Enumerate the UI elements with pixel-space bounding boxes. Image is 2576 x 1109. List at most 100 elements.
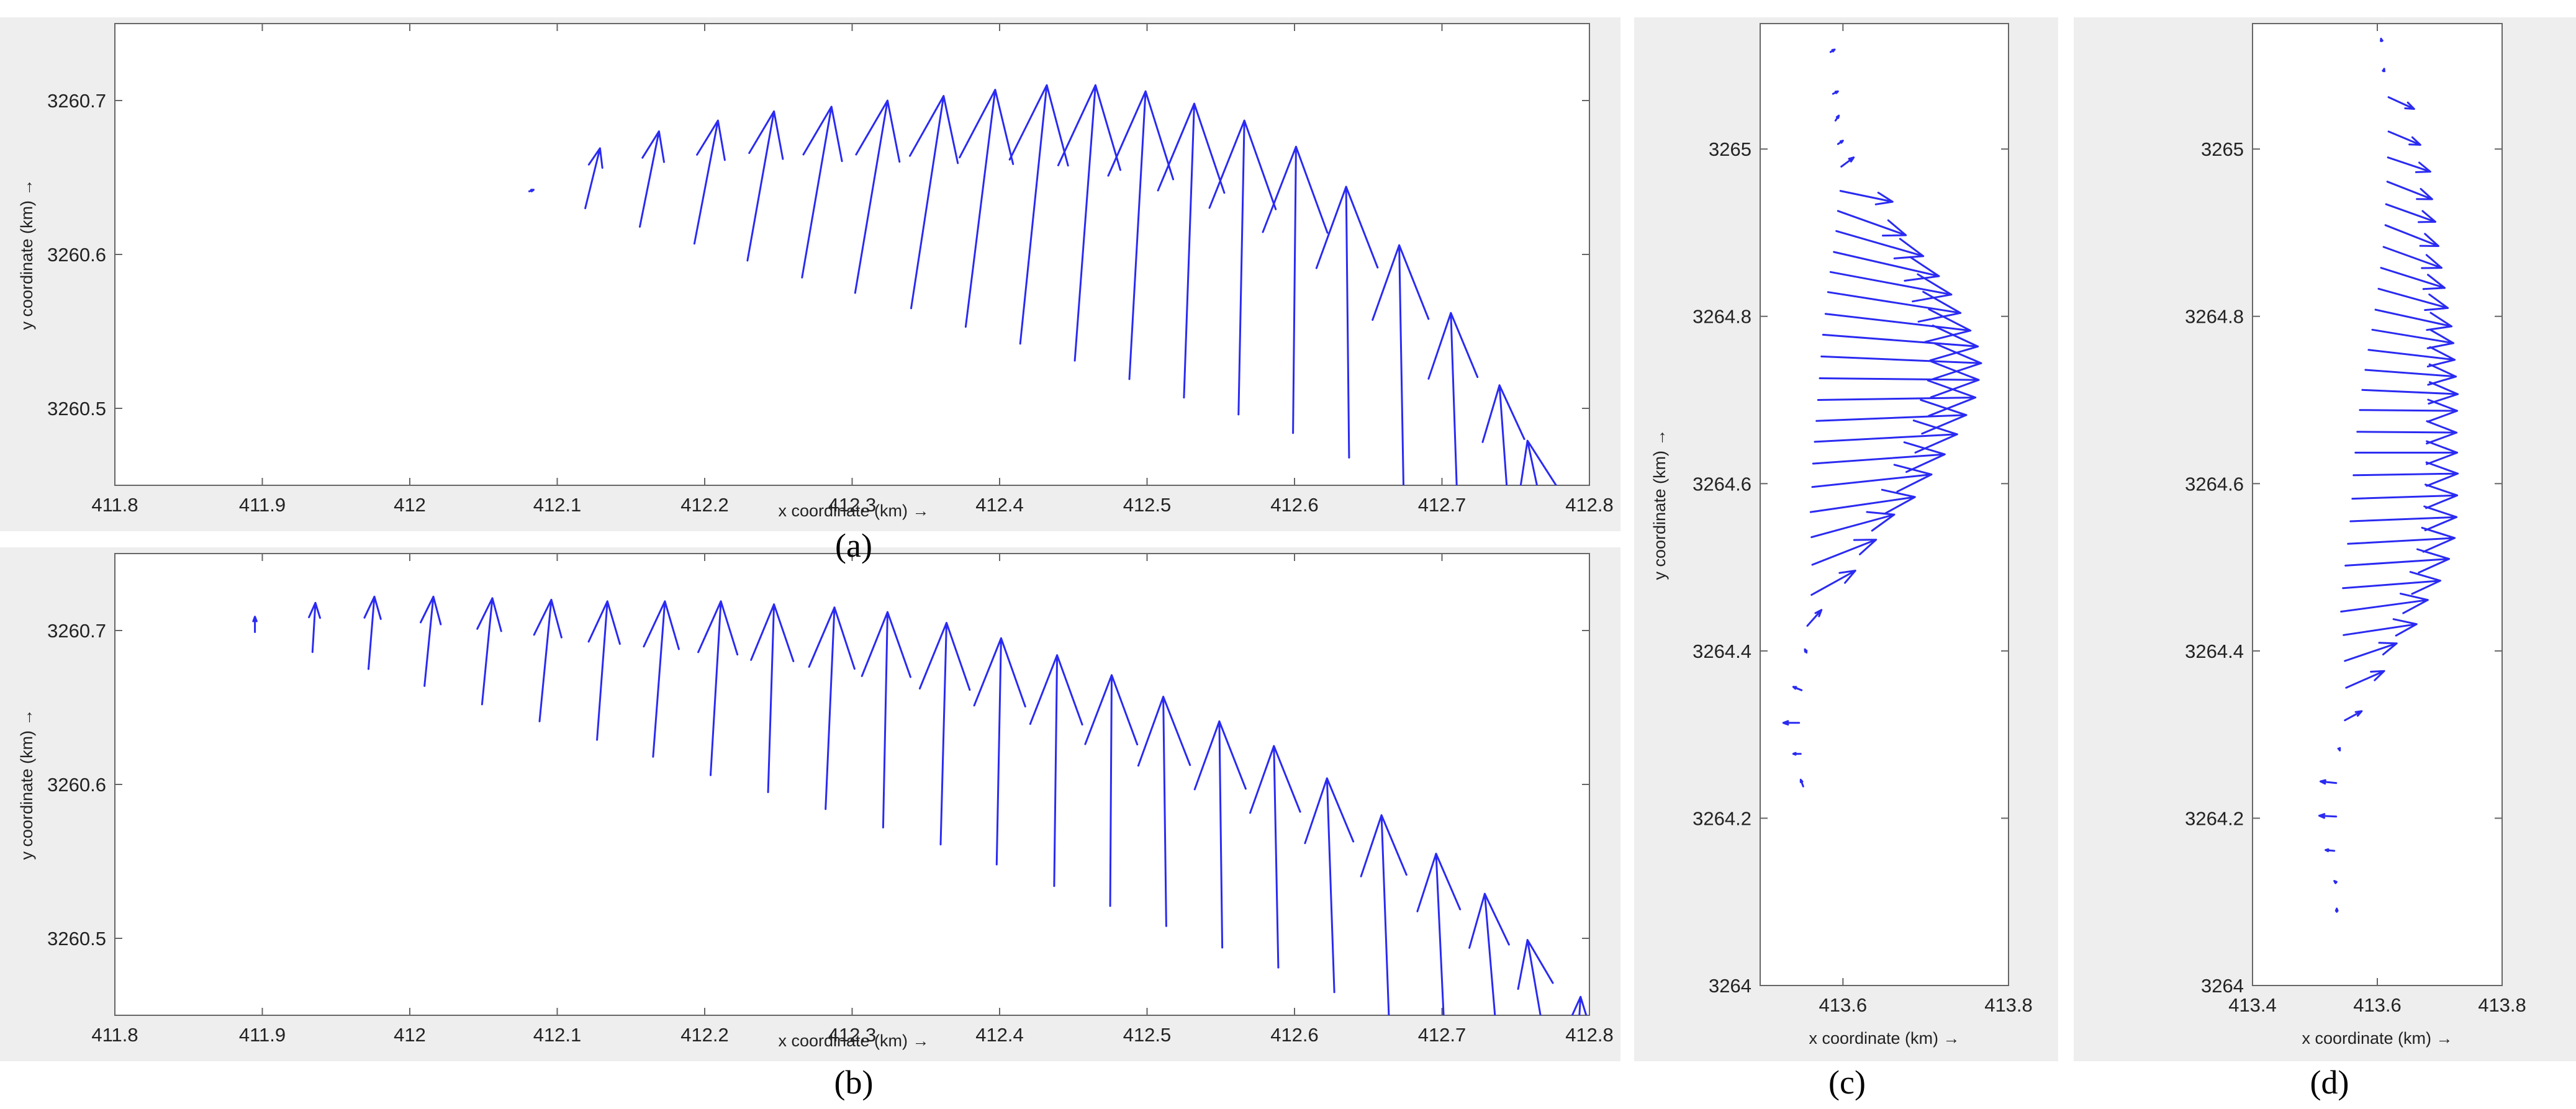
quiver-arrow: [2387, 130, 2421, 146]
quiver-arrow: [1806, 609, 1823, 627]
quiver-arrow: [1262, 145, 1329, 434]
quiver-arrow: [2347, 526, 2456, 553]
quiver-arrow: [808, 606, 856, 810]
quiver-arrow: [1571, 995, 1588, 1015]
y-tick-label: 3265: [1709, 138, 1751, 160]
quiver-arrow: [1057, 84, 1121, 362]
quiver-arrow: [1481, 384, 1525, 485]
quiver-arrow: [1157, 102, 1226, 399]
quiver-arrow: [2325, 848, 2336, 853]
quiver-arrow: [2356, 420, 2458, 445]
quiver-arrows-b: [252, 595, 1588, 1015]
panel-label-b: (b): [834, 1064, 874, 1101]
panel-label-c: (c): [1828, 1064, 1866, 1101]
quiver-arrow: [1517, 939, 1554, 1015]
quiver-arrow: [1372, 244, 1430, 485]
quiver-arrow: [2385, 203, 2436, 223]
quiver-arrow: [2351, 483, 2459, 510]
x-tick-label: 412.4: [975, 494, 1024, 516]
quiver-arrow: [1815, 398, 1968, 435]
quiver-arrow: [2367, 346, 2456, 368]
quiver-arrow: [2377, 287, 2449, 312]
y-tick-label: 3260.6: [47, 774, 106, 796]
quiver-arrow: [1811, 464, 1933, 493]
quiver-arrow: [2380, 267, 2446, 290]
quiver-arrow: [2371, 328, 2455, 349]
x-tick-label: 412.2: [680, 494, 729, 516]
quiver-arrow: [1008, 84, 1069, 345]
quiver-arrow: [2340, 593, 2429, 614]
quiver-arrow: [959, 89, 1015, 328]
y-tick-label: 3264.8: [1692, 306, 1751, 328]
x-axis-label: x coordinate (km) →: [1809, 1029, 1959, 1048]
quiver-arrow: [1799, 778, 1804, 788]
quiver-arrow: [2374, 308, 2453, 331]
quiver-arrow: [1834, 114, 1840, 122]
x-tick-label: 412.7: [1418, 1024, 1467, 1046]
y-tick-label: 3260.7: [47, 90, 106, 112]
quiver-arrow: [1819, 361, 1980, 398]
quiver-arrow: [643, 600, 680, 758]
quiver-arrow: [1833, 251, 1940, 282]
x-tick-label: 412.3: [828, 1024, 877, 1046]
quiver-arrow: [2345, 670, 2385, 689]
quiver-arrow: [1137, 696, 1191, 927]
quiver-arrow: [1810, 570, 1856, 596]
y-tick-label: 3264.4: [2185, 640, 2244, 662]
x-tick-label: 413.6: [2353, 994, 2402, 1016]
panel-label-a: (a): [835, 527, 872, 564]
quiver-arrow: [697, 600, 739, 776]
quiver-arrow: [1427, 312, 1479, 485]
quiver-arrow: [1837, 140, 1844, 145]
quiver-arrow: [2352, 461, 2459, 487]
quiver-arrow: [1822, 325, 1979, 362]
x-tick-label: 411.8: [91, 494, 138, 516]
y-tick-label: 3260.5: [47, 928, 106, 950]
quiver-arrow: [2337, 747, 2341, 752]
quiver-arrows-a: [528, 84, 1635, 633]
chart-b: 411.8 411.9 412 412.1 412.2 412.3 412.4 412.5 41…: [17, 553, 1614, 1050]
quiver-arrow: [363, 595, 382, 670]
quiver-arrow: [1208, 119, 1277, 416]
quiver-arrow: [252, 616, 258, 633]
quiver-arrow: [854, 99, 901, 294]
quiver-arrow: [693, 119, 726, 245]
quiver-arrow: [1792, 752, 1802, 756]
y-axis-label: y coordinate (km) →: [17, 709, 36, 860]
x-tick-label: 413.8: [1984, 994, 2033, 1016]
quiver-arrow: [1829, 48, 1836, 53]
quiver-arrow: [1804, 648, 1808, 654]
quiver-arrow: [2387, 156, 2431, 173]
quiver-arrow: [2342, 571, 2441, 595]
x-tick-label: 412.8: [1565, 1024, 1614, 1046]
quiver-arrow: [2387, 96, 2415, 110]
quiver-arrow: [1519, 439, 1558, 485]
x-tick-label: 411.9: [239, 1024, 286, 1046]
quiver-arrow: [639, 130, 665, 228]
quiver-arrow: [1837, 210, 1907, 237]
quiver-arrow: [2384, 224, 2439, 247]
quiver-arrow: [584, 147, 603, 210]
chart-d: 413.4 413.6 413.8 3264 3264.2 3264.4 3264.6 326…: [2185, 23, 2526, 1048]
quiver-arrows-c: [1782, 48, 1982, 788]
y-axis-label: y coordinate (km) →: [1650, 429, 1669, 580]
quiver-arrow: [1820, 342, 1982, 380]
quiver-arrow: [1620, 568, 1635, 633]
quiver-arrow: [1827, 290, 1962, 323]
quiver-arrow: [2354, 440, 2459, 465]
x-tick-label: 412.5: [1123, 1024, 1172, 1046]
quiver-arrow: [2382, 246, 2443, 269]
axes-a: [114, 23, 1590, 486]
quiver-arrow: [1029, 654, 1083, 887]
y-tick-label: 3265: [2201, 138, 2244, 160]
quiver-arrow: [528, 189, 535, 192]
x-tick-label: 412: [394, 494, 426, 516]
x-tick-label: 412.1: [533, 494, 582, 516]
quiver-arrow: [973, 637, 1026, 866]
y-tick-label: 3260.7: [47, 620, 106, 642]
x-tick-label: 413.4: [2228, 994, 2277, 1016]
y-tick-label: 3264: [1709, 975, 1751, 997]
x-tick-label: 412.4: [975, 1024, 1024, 1046]
quiver-arrow: [2320, 779, 2338, 785]
